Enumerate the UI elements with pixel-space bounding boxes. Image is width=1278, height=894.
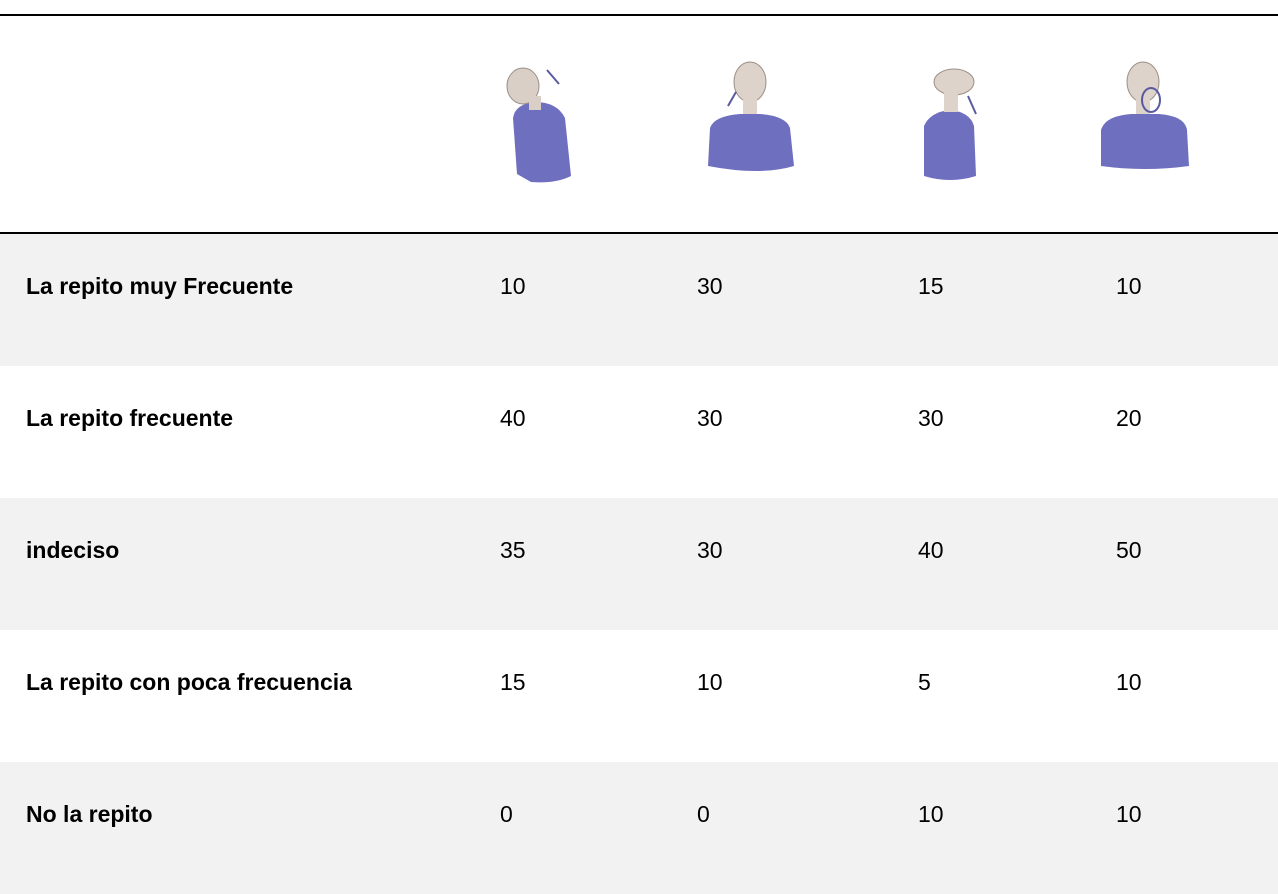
cell-value: 30: [697, 404, 723, 432]
page: La repito muy Frecuente10301510La repito…: [0, 0, 1278, 886]
cell-value: 10: [1116, 272, 1142, 300]
row-label: No la repito: [26, 800, 153, 828]
cell-value: 30: [918, 404, 944, 432]
row-label: La repito con poca frecuencia: [26, 668, 352, 696]
cell-value: 30: [697, 536, 723, 564]
cell-value: 40: [918, 536, 944, 564]
header-row: [0, 16, 1278, 232]
table-row: indeciso 35 30 40 50: [0, 498, 1278, 630]
table-row: La repito con poca frecuencia 15 10 5 10: [0, 630, 1278, 762]
cell-value: 20: [1116, 404, 1142, 432]
cell-value: 10: [1116, 668, 1142, 696]
row-label: indeciso: [26, 536, 119, 564]
cell-value: 0: [500, 800, 513, 828]
row-label: La repito frecuente: [26, 404, 233, 432]
cell-value: 0: [697, 800, 710, 828]
cell-value: 10: [1116, 800, 1142, 828]
cell-value: 5: [918, 668, 931, 696]
table-row: La repito muy Frecuente 10 30 15 10: [0, 234, 1278, 366]
table-row: No la repito 0 0 10 10: [0, 762, 1278, 894]
table-row: La repito frecuente 40 30 30 20: [0, 366, 1278, 498]
cell-value: 10: [697, 668, 723, 696]
neck-flexion-figure: [495, 56, 595, 186]
cell-value: 35: [500, 536, 526, 564]
neck-extension-figure: [910, 56, 1010, 186]
cell-value: 10: [500, 272, 526, 300]
row-label: La repito muy Frecuente: [26, 272, 293, 300]
neck-back-figure: [700, 56, 800, 186]
cell-value: 15: [500, 668, 526, 696]
neck-rotation-figure: [1095, 56, 1195, 186]
cell-value: 15: [918, 272, 944, 300]
cell-value: 10: [918, 800, 944, 828]
cell-value: 50: [1116, 536, 1142, 564]
cell-value: 40: [500, 404, 526, 432]
cell-value: 30: [697, 272, 723, 300]
